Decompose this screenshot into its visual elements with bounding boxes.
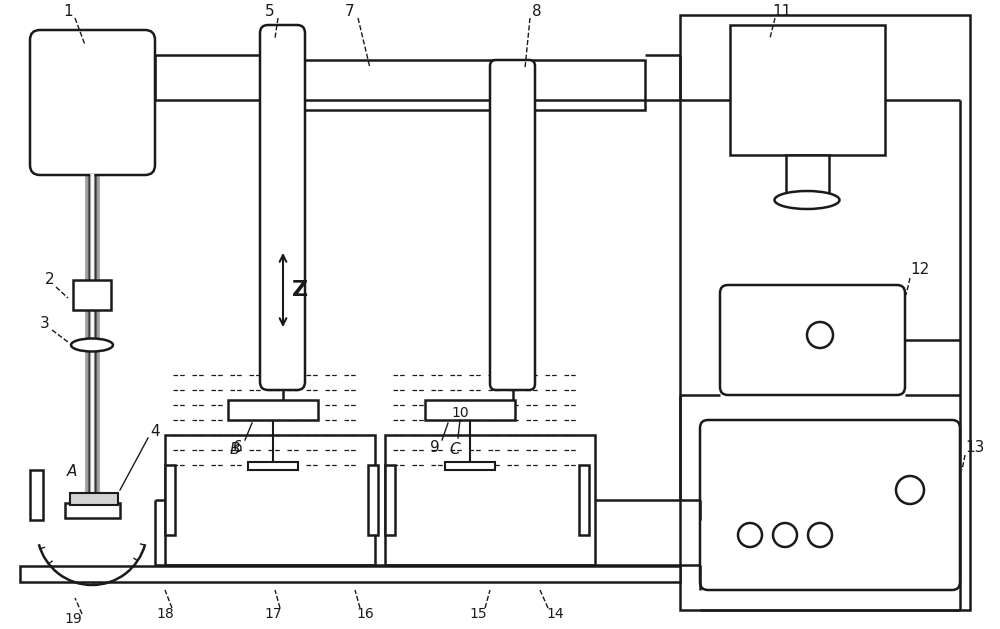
Bar bbox=[368, 465, 378, 535]
Bar bbox=[30, 470, 43, 520]
Text: 15: 15 bbox=[469, 607, 487, 621]
Bar bbox=[73, 280, 111, 310]
Bar bbox=[165, 435, 375, 565]
Bar bbox=[425, 400, 515, 420]
Circle shape bbox=[896, 476, 924, 504]
Text: 16: 16 bbox=[356, 607, 374, 621]
FancyBboxPatch shape bbox=[700, 420, 960, 590]
Text: 2: 2 bbox=[45, 272, 55, 287]
Bar bbox=[228, 400, 318, 420]
Bar bbox=[165, 465, 175, 535]
Ellipse shape bbox=[774, 191, 840, 209]
Circle shape bbox=[738, 523, 762, 547]
Text: 11: 11 bbox=[772, 4, 792, 19]
Text: 7: 7 bbox=[345, 4, 355, 19]
Text: 4: 4 bbox=[150, 425, 160, 440]
Text: 8: 8 bbox=[532, 4, 542, 19]
Text: 6: 6 bbox=[233, 440, 243, 455]
Bar bbox=[730, 25, 885, 155]
Text: 14: 14 bbox=[546, 607, 564, 621]
Text: Z: Z bbox=[292, 280, 308, 300]
Text: 17: 17 bbox=[264, 607, 282, 621]
Text: 9: 9 bbox=[430, 440, 440, 455]
Text: 19: 19 bbox=[64, 612, 82, 626]
Bar bbox=[20, 566, 680, 582]
Bar bbox=[65, 503, 120, 518]
FancyBboxPatch shape bbox=[490, 60, 535, 390]
Bar bbox=[260, 60, 645, 110]
Text: 3: 3 bbox=[40, 316, 50, 330]
Circle shape bbox=[808, 523, 832, 547]
Bar bbox=[445, 462, 495, 470]
Text: 5: 5 bbox=[265, 4, 275, 19]
Text: 13: 13 bbox=[965, 440, 985, 455]
Circle shape bbox=[807, 322, 833, 348]
FancyBboxPatch shape bbox=[30, 30, 155, 175]
Bar bbox=[579, 465, 589, 535]
Ellipse shape bbox=[71, 338, 113, 352]
Bar bbox=[680, 15, 970, 610]
Text: 1: 1 bbox=[63, 4, 73, 19]
Bar bbox=[248, 462, 298, 470]
Bar bbox=[786, 155, 829, 195]
Text: A: A bbox=[67, 464, 77, 479]
Text: 18: 18 bbox=[156, 607, 174, 621]
Text: B: B bbox=[230, 442, 240, 457]
Bar bbox=[385, 435, 595, 565]
FancyBboxPatch shape bbox=[720, 285, 905, 395]
Text: −: − bbox=[744, 528, 756, 542]
Text: 10: 10 bbox=[451, 406, 469, 420]
Text: C: C bbox=[450, 442, 460, 457]
Bar bbox=[70, 493, 118, 505]
Circle shape bbox=[773, 523, 797, 547]
Bar bbox=[385, 465, 395, 535]
Text: 12: 12 bbox=[910, 262, 930, 277]
Text: +: + bbox=[814, 528, 826, 542]
FancyBboxPatch shape bbox=[260, 25, 305, 390]
